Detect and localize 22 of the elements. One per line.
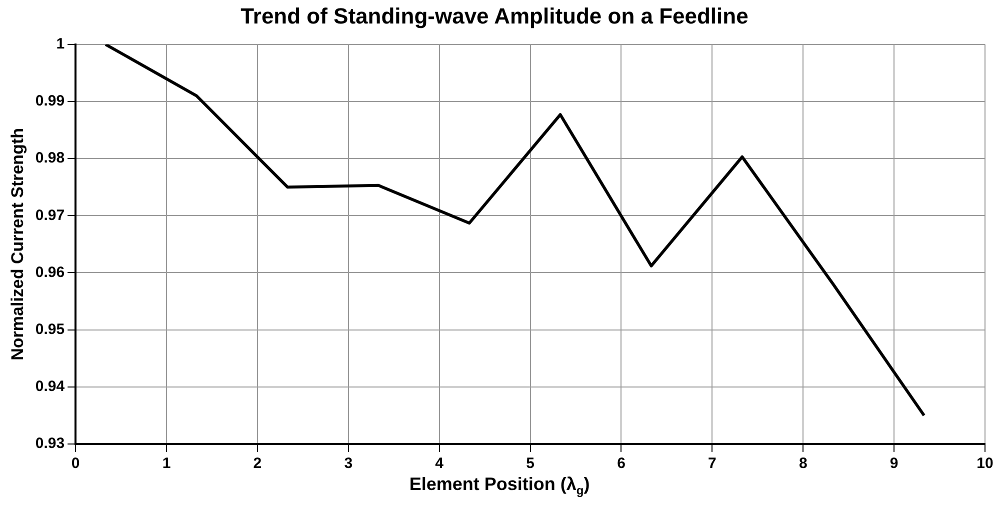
x-tick-label: 2 — [253, 455, 262, 472]
y-tick-label: 0.94 — [35, 378, 66, 396]
y-tick-label: 0.93 — [35, 435, 65, 452]
y-tick-label: 0.97 — [35, 206, 65, 224]
x-tick-label: 0 — [71, 455, 80, 472]
y-tick-label: 0.96 — [35, 264, 65, 281]
x-tick-label: 3 — [344, 455, 353, 472]
x-tick-label: 6 — [617, 455, 626, 472]
y-tick-label: 0.98 — [35, 150, 65, 167]
x-tick-label: 5 — [526, 455, 534, 472]
x-tick-label: 7 — [708, 455, 716, 472]
x-tick-label: 8 — [798, 455, 808, 472]
y-tick-label: 1 — [56, 36, 65, 53]
x-tick-label: 1 — [162, 455, 171, 472]
chart-title: Trend of Standing-wave Amplitude on a Feedline — [240, 3, 748, 28]
x-tick-label: 4 — [435, 455, 444, 472]
x-axis-title: Element Position (λ$_{g}$) — [408, 474, 591, 498]
y-axis-title: Normalized Current Strength — [8, 128, 27, 360]
x-tick-label: 9 — [890, 455, 898, 472]
y-tick-label: 0.99 — [35, 92, 65, 110]
y-tick-label: 0.95 — [35, 320, 65, 338]
x-tick-label: 10 — [976, 455, 994, 472]
